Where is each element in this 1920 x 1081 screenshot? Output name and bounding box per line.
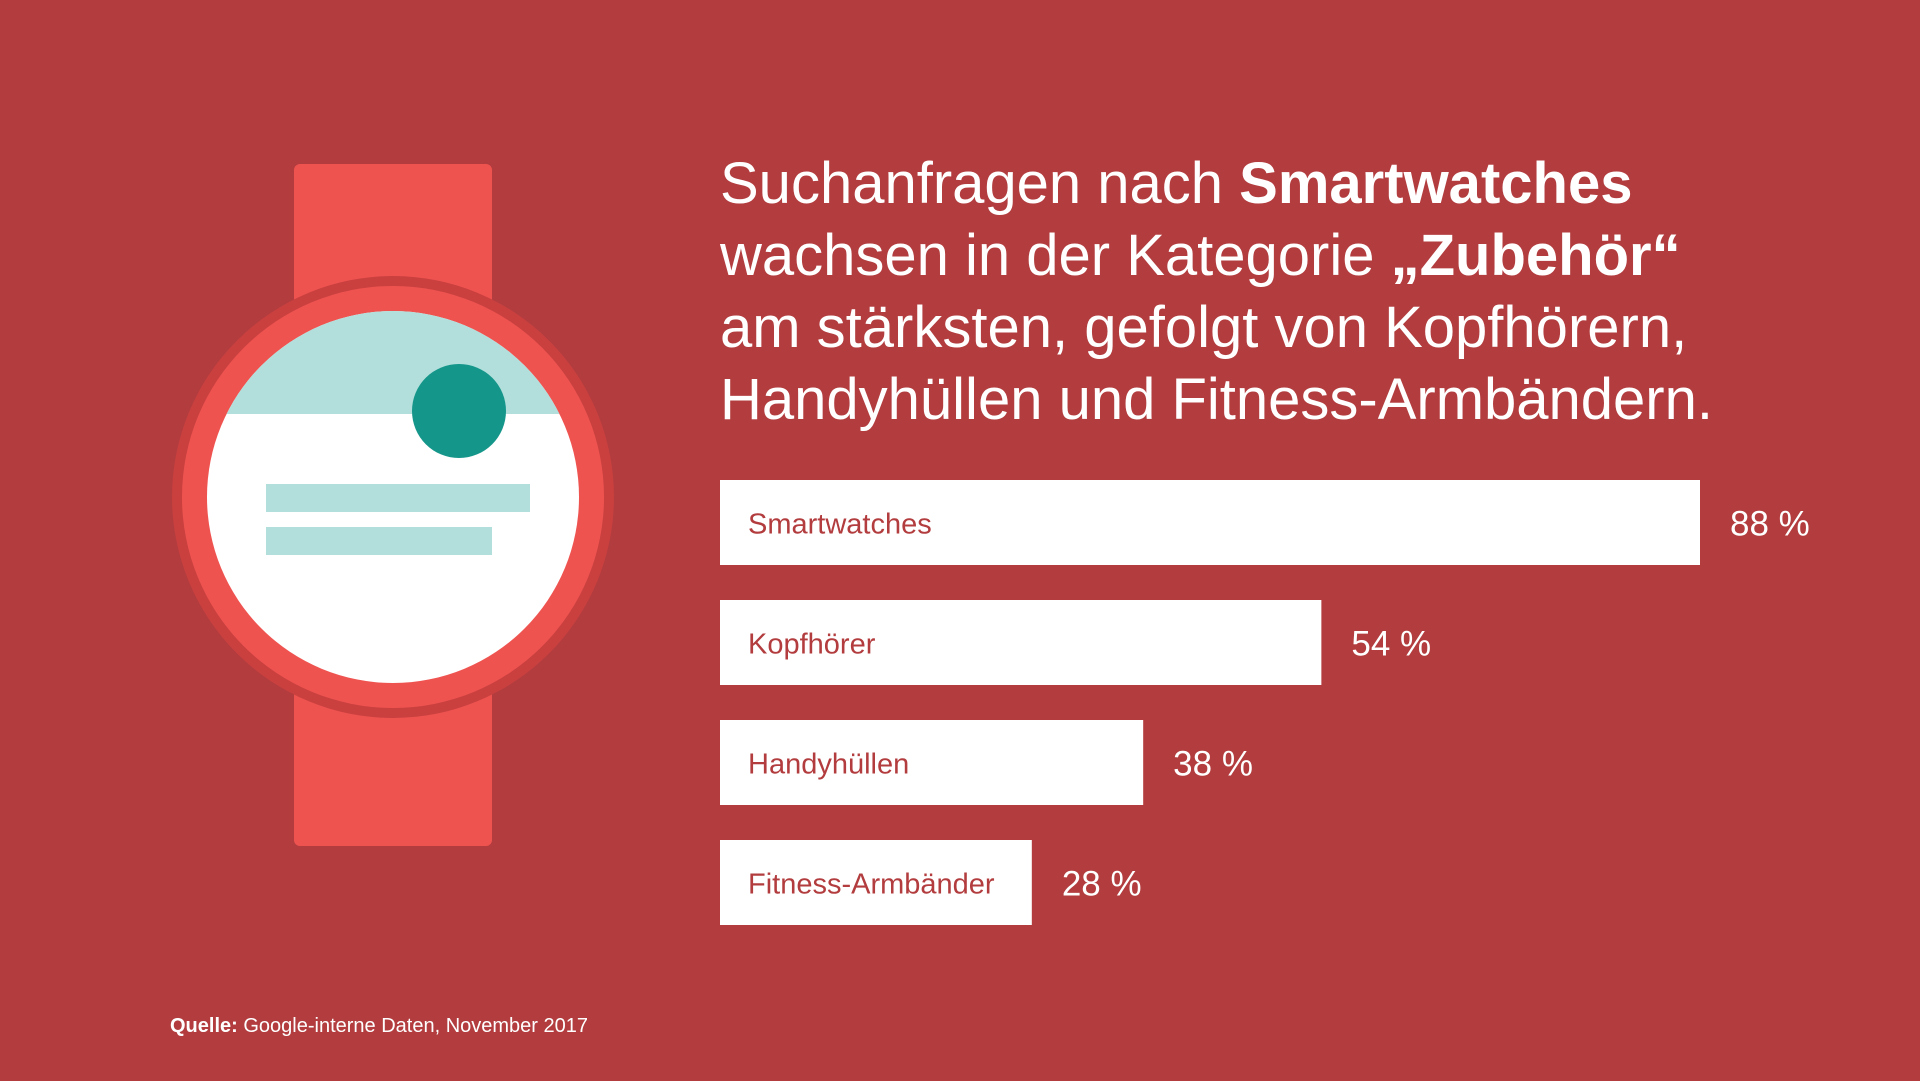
source-label: Quelle: bbox=[170, 1015, 238, 1037]
bar-value-label: 38 % bbox=[1173, 745, 1253, 784]
headline-line-4: Handyhüllen und Fitness-Armbändern. bbox=[720, 367, 1713, 432]
watch-screen-line-2 bbox=[266, 527, 492, 555]
bar-value-label: 54 % bbox=[1351, 625, 1431, 664]
bar-category-label: Fitness-Armbänder bbox=[748, 869, 995, 901]
smartwatch-icon bbox=[172, 164, 614, 846]
bar-category-label: Handyhüllen bbox=[748, 749, 909, 781]
bar-value-label: 28 % bbox=[1062, 865, 1142, 904]
headline-line-3: am stärksten, gefolgt von Kopfhörern, bbox=[720, 295, 1688, 360]
bar-category-label: Smartwatches bbox=[748, 509, 932, 541]
bar-group: Handyhüllen 38 % bbox=[720, 720, 1253, 805]
bar-group: Kopfhörer 54 % bbox=[720, 600, 1431, 685]
bar-group: Smartwatches 88 % bbox=[720, 480, 1810, 565]
watch-screen-line-1 bbox=[266, 484, 530, 512]
bar bbox=[720, 600, 1322, 685]
headline-emphasis: Smartwatches bbox=[1239, 151, 1633, 216]
bar-category-label: Kopfhörer bbox=[748, 629, 876, 661]
source-text: Google-interne Daten, November 2017 bbox=[237, 1015, 589, 1037]
headline-text: Suchanfragen nach bbox=[720, 151, 1240, 216]
bar bbox=[720, 840, 1032, 925]
bar-group: Fitness-Armbänder 28 % bbox=[720, 840, 1142, 925]
headline-line-2: wachsen in der Kategorie „Zubehör“ bbox=[720, 220, 1870, 292]
watch-strap-top bbox=[294, 164, 492, 304]
bar-value-label: 88 % bbox=[1730, 505, 1810, 544]
headline-emphasis: „Zubehör“ bbox=[1390, 223, 1681, 288]
bar bbox=[720, 480, 1700, 565]
watch-strap-bottom bbox=[294, 690, 492, 846]
headline-line-1: Suchanfragen nach Smartwatches bbox=[720, 148, 1870, 220]
source-note: Quelle: Google-interne Daten, November 2… bbox=[170, 1015, 588, 1038]
headline-text: wachsen in der Kategorie bbox=[720, 223, 1391, 288]
watch-screen-dot bbox=[412, 364, 506, 458]
bar bbox=[720, 720, 1144, 805]
chart-headline: Suchanfragen nach Smartwatches wachsen i… bbox=[720, 148, 1870, 436]
